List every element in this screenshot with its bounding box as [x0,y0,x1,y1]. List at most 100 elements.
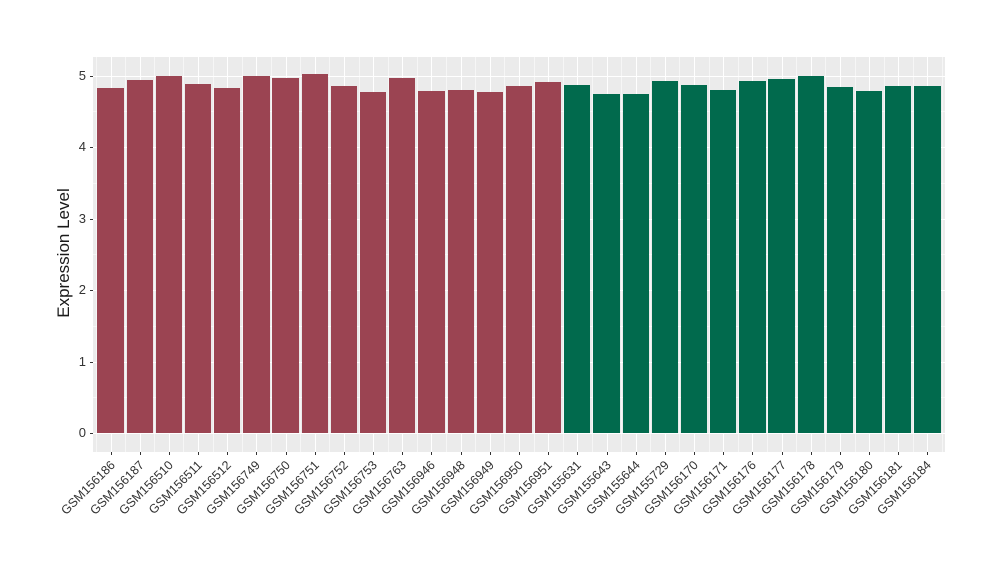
gridline-v-minor [708,57,710,452]
gridline-v-minor [796,57,798,452]
x-tick-mark [606,452,608,455]
gridline-v-minor [562,57,564,452]
x-tick-mark [198,452,200,455]
gridline-v-minor [416,57,418,452]
y-tick-label-3: 3 [78,210,86,226]
gridline-v-minor [504,57,506,452]
x-tick-mark [343,452,345,455]
gridline-v-minor [825,57,827,452]
x-tick-mark [373,452,375,455]
gridline-v-minor [125,57,127,452]
y-tick-mark [90,433,93,434]
bar-GSM156949 [476,91,503,433]
gridline-v-minor [679,57,681,452]
x-tick-mark [898,452,900,455]
x-tick-mark [402,452,404,455]
bar-GSM156179 [826,86,854,433]
y-tick-label-5: 5 [78,67,86,83]
gridline-v-minor [533,57,535,452]
y-tick-label-0: 0 [78,425,86,440]
gridline-v-minor [475,57,477,452]
bar-GSM156749 [243,76,270,433]
bar-GSM156510 [155,75,182,433]
bar-GSM156511 [184,84,212,433]
bar-GSM156184 [914,85,941,433]
x-tick-mark [577,452,579,455]
gridline-v-minor [300,57,302,452]
gridline-v-minor [854,57,856,452]
bar-GSM156176 [739,81,766,433]
bar-GSM156950 [505,86,533,433]
gridline-v-minor [270,57,272,452]
x-tick-mark [168,452,170,455]
y-tick-label-4: 4 [78,139,86,154]
x-tick-mark [431,452,433,455]
y-tick-mark [90,147,93,148]
gridline-v-minor [591,57,593,452]
x-tick-mark [869,452,871,455]
gridline-v-minor [154,57,156,452]
x-tick-mark [519,452,520,455]
y-tick-label-1: 1 [78,353,86,369]
x-tick-mark [664,452,666,455]
bar-GSM156170 [680,84,708,433]
gridline-v-minor [212,57,214,452]
gridline-v-minor [737,57,739,452]
x-tick-mark [781,452,783,455]
y-axis-title: Expression Level [54,188,73,318]
plot-panel [93,57,945,452]
gridline-v-minor [942,57,944,452]
bar-GSM156753 [359,91,387,433]
x-tick-mark [314,452,316,455]
gridline-v-minor [241,57,243,452]
gridline-v-minor [183,57,185,452]
bar-GSM156946 [418,90,445,433]
bar-GSM156186 [97,88,124,433]
y-tick-label-2: 2 [78,282,86,297]
x-tick-mark [489,452,491,455]
gridline-v-minor [912,57,914,452]
x-tick-mark [139,452,141,455]
gridline-v-minor [358,57,360,452]
y-tick-mark [90,361,93,363]
x-tick-mark [635,452,637,455]
x-tick-mark [810,452,812,455]
gridline-v-minor [883,57,885,452]
bar-GSM156512 [214,87,241,433]
gridline-v-minor [329,57,331,452]
y-tick-mark [90,75,93,77]
bar-GSM156187 [126,79,153,433]
bar-GSM156763 [389,78,416,433]
bar-GSM156751 [301,74,328,433]
y-tick-mark [90,290,93,291]
gridline-v-minor [621,57,623,452]
bar-GSM155631 [564,84,591,433]
x-tick-mark [227,452,229,455]
bar-GSM156180 [856,91,883,433]
bar-GSM156951 [535,81,562,433]
bar-GSM156178 [797,76,824,433]
x-tick-mark [694,452,696,455]
x-tick-mark [256,452,258,455]
x-tick-mark [752,452,754,455]
x-tick-mark [548,452,550,455]
bar-GSM156948 [447,89,474,433]
gridline-v-minor [95,57,97,452]
bar-GSM156177 [768,79,795,433]
bar-GSM155729 [651,81,678,433]
x-tick-mark [927,452,929,455]
bar-GSM156181 [885,86,912,433]
bar-GSM155644 [622,94,649,433]
x-tick-mark [839,452,841,455]
bar-GSM156171 [710,89,737,433]
bar-GSM155643 [593,94,620,433]
gridline-v-minor [446,57,448,452]
bar-GSM156752 [330,85,358,433]
x-tick-mark [110,452,112,455]
x-tick-mark [285,452,287,455]
y-tick-mark [90,218,93,220]
x-tick-mark [723,452,725,455]
gridline-v-minor [767,57,768,452]
bar-GSM156750 [272,77,299,433]
